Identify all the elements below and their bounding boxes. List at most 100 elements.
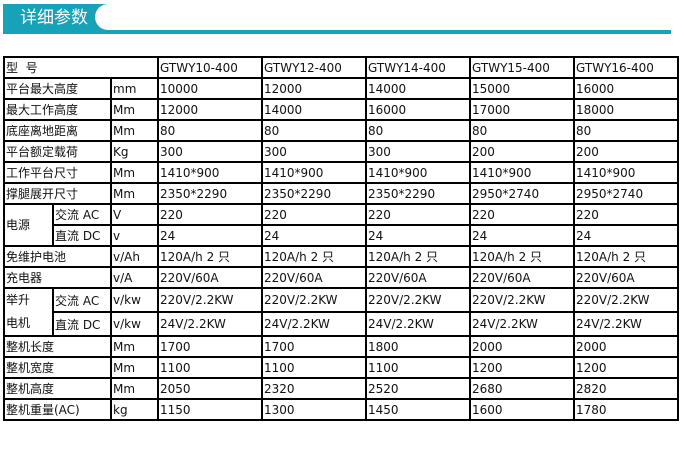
row-value: 220: [365, 203, 471, 226]
row-unit: Mm: [110, 161, 159, 184]
row-value: 120A/h 2 只: [261, 245, 367, 268]
row-value: 24V/2.2KW: [469, 311, 575, 337]
row-unit: Mm: [110, 356, 159, 379]
row-value: 2000: [573, 335, 679, 358]
row-value: 14000: [365, 77, 471, 100]
row-group-label: 电源: [3, 203, 54, 247]
row-label: 平台最大高度: [3, 77, 112, 100]
row-value: 2000: [469, 335, 575, 358]
row-value: 1410*900: [157, 161, 263, 184]
row-value: 18000: [573, 98, 679, 121]
table-header-row: 型 号 GTWY10-400 GTWY12-400 GTWY14-400 GTWY15-…: [3, 56, 679, 79]
row-value: 1450: [365, 398, 471, 421]
row-value: 2950*2740: [573, 182, 679, 205]
row-value: 24V/2.2KW: [365, 311, 471, 337]
row-value: 300: [261, 140, 367, 163]
row-label: 平台额定载荷: [3, 140, 112, 163]
table-row: 底座离地距离 Mm 80 80 80 80 80: [3, 119, 679, 142]
row-label: 交流 AC: [52, 203, 112, 226]
row-value: 200: [573, 140, 679, 163]
row-value: 220: [573, 203, 679, 226]
row-value: 220V/2.2KW: [469, 287, 575, 313]
row-unit: v/kw: [110, 311, 159, 337]
row-value: 14000: [261, 98, 367, 121]
model-name: GTWY14-400: [365, 56, 471, 79]
table-row: 直流 DC v 24 24 24 24 24: [4, 224, 679, 247]
row-value: 1200: [573, 356, 679, 379]
row-label: 工作平台尺寸: [3, 161, 112, 184]
row-label: 免维护电池: [3, 245, 112, 268]
row-label: 交流 AC: [52, 287, 112, 313]
row-value: 200: [469, 140, 575, 163]
row-value: 16000: [573, 77, 679, 100]
row-unit: V: [110, 203, 159, 226]
row-value: 1410*900: [573, 161, 679, 184]
row-label: 整机宽度: [3, 356, 112, 379]
row-value: 1700: [261, 335, 367, 358]
row-value: 1800: [365, 335, 471, 358]
row-value: 2950*2740: [469, 182, 575, 205]
row-value: 24: [261, 224, 367, 247]
tab-notch: [95, 4, 135, 30]
spec-table: 型 号 GTWY10-400 GTWY12-400 GTWY14-400 GTWY15-…: [3, 56, 679, 421]
row-value: 80: [157, 119, 263, 142]
row-label: 底座离地距离: [3, 119, 112, 142]
row-unit: v: [110, 224, 159, 247]
row-value: 1200: [469, 356, 575, 379]
row-unit: Mm: [110, 119, 159, 142]
row-value: 80: [365, 119, 471, 142]
table-row: 最大工作高度 Mm 12000 14000 16000 17000 18000: [3, 98, 679, 121]
table-row: 充电器 v/A 220V/60A 220V/60A 220V/60A 220V/60A 22…: [3, 266, 679, 289]
model-name: GTWY10-400: [157, 56, 263, 79]
row-value: 220V/60A: [157, 266, 263, 289]
row-unit: mm: [110, 77, 159, 100]
model-name: GTWY12-400: [261, 56, 367, 79]
row-unit: Mm: [110, 377, 159, 400]
row-unit: v/A: [110, 266, 159, 289]
row-value: 15000: [469, 77, 575, 100]
row-label: 充电器: [3, 266, 112, 289]
row-value: 220V/2.2KW: [157, 287, 263, 313]
row-unit: Mm: [110, 98, 159, 121]
row-value: 1410*900: [469, 161, 575, 184]
row-value: 220: [157, 203, 263, 226]
row-label: 直流 DC: [52, 224, 112, 247]
row-value: 10000: [157, 77, 263, 100]
table-row: 举升 电机 交流 AC v/kw 220V/2.2KW 220V/2.2KW 220V/2…: [3, 287, 679, 337]
table-row: 整机重量(AC) kg 1150 1300 1450 1600 1780: [3, 398, 679, 421]
row-value: 1410*900: [365, 161, 471, 184]
row-value: 120A/h 2 只: [573, 245, 679, 268]
row-value: 80: [261, 119, 367, 142]
row-value: 24: [365, 224, 471, 247]
row-label: 整机重量(AC): [3, 398, 112, 421]
row-value: 2350*2290: [261, 182, 367, 205]
row-value: 24V/2.2KW: [573, 311, 679, 337]
row-value: 16000: [365, 98, 471, 121]
row-value: 2350*2290: [157, 182, 263, 205]
row-value: 2820: [573, 377, 679, 400]
row-value: 2350*2290: [365, 182, 471, 205]
row-value: 2050: [157, 377, 263, 400]
row-unit: Mm: [110, 335, 159, 358]
row-value: 2520: [365, 377, 471, 400]
row-value: 12000: [261, 77, 367, 100]
section-header: 详细参数: [3, 4, 671, 34]
row-value: 1150: [157, 398, 263, 421]
table-row: 整机长度 Mm 1700 1700 1800 2000 2000: [3, 335, 679, 358]
row-value: 120A/h 2 只: [469, 245, 575, 268]
row-unit: Mm: [110, 182, 159, 205]
row-value: 24: [469, 224, 575, 247]
row-label: 整机长度: [3, 335, 112, 358]
row-value: 1100: [365, 356, 471, 379]
row-value: 1100: [157, 356, 263, 379]
table-row: 撑腿展开尺寸 Mm 2350*2290 2350*2290 2350*2290 2950*…: [3, 182, 679, 205]
table-row: 平台最大高度 mm 10000 12000 14000 15000 16000: [3, 77, 679, 100]
table-row: 工作平台尺寸 Mm 1410*900 1410*900 1410*900 1410*900…: [3, 161, 679, 184]
row-value: 220V/60A: [365, 266, 471, 289]
row-value: 24: [573, 224, 679, 247]
model-name: GTWY16-400: [573, 56, 679, 79]
row-value: 1300: [261, 398, 367, 421]
row-value: 220V/60A: [261, 266, 367, 289]
row-value: 1100: [261, 356, 367, 379]
